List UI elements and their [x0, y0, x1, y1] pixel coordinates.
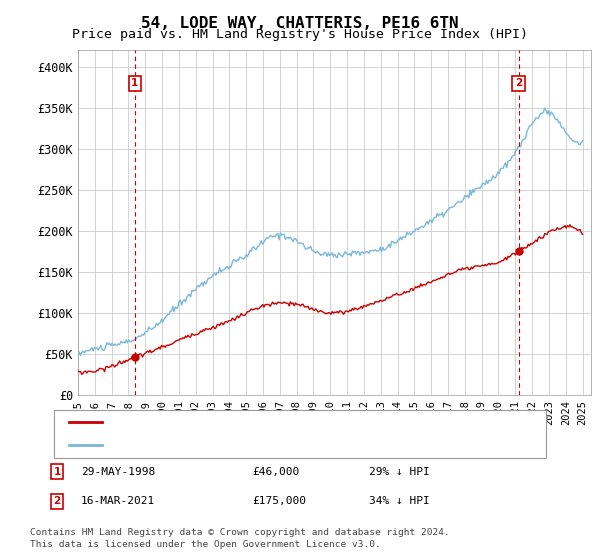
Text: 29-MAY-1998: 29-MAY-1998 [81, 466, 155, 477]
Text: 2: 2 [53, 496, 61, 506]
Text: 2: 2 [515, 78, 523, 88]
Text: This data is licensed under the Open Government Licence v3.0.: This data is licensed under the Open Gov… [30, 540, 381, 549]
Text: 54, LODE WAY, CHATTERIS, PE16 6TN: 54, LODE WAY, CHATTERIS, PE16 6TN [141, 16, 459, 31]
Text: Price paid vs. HM Land Registry's House Price Index (HPI): Price paid vs. HM Land Registry's House … [72, 28, 528, 41]
Text: 54, LODE WAY, CHATTERIS, PE16 6TN (detached house): 54, LODE WAY, CHATTERIS, PE16 6TN (detac… [108, 417, 445, 427]
Text: £175,000: £175,000 [252, 496, 306, 506]
Text: HPI: Average price, detached house, Fenland: HPI: Average price, detached house, Fenl… [108, 440, 398, 450]
Text: 34% ↓ HPI: 34% ↓ HPI [369, 496, 430, 506]
Text: 16-MAR-2021: 16-MAR-2021 [81, 496, 155, 506]
Text: Contains HM Land Registry data © Crown copyright and database right 2024.: Contains HM Land Registry data © Crown c… [30, 528, 450, 536]
Text: 1: 1 [131, 78, 139, 88]
Text: £46,000: £46,000 [252, 466, 299, 477]
Text: 29% ↓ HPI: 29% ↓ HPI [369, 466, 430, 477]
Text: 1: 1 [53, 466, 61, 477]
